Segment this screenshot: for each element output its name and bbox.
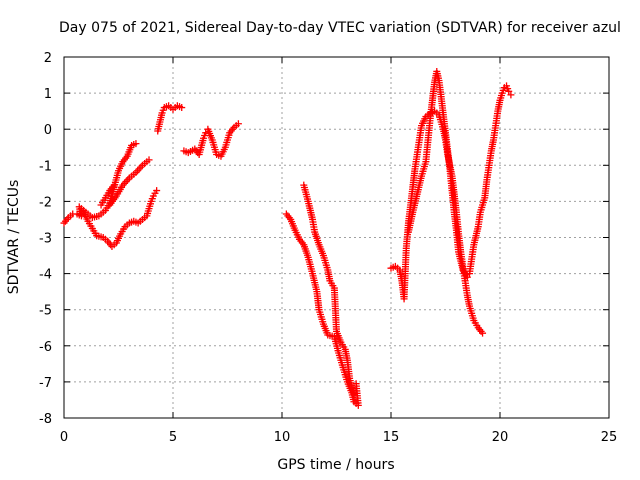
y-tick-label: -1 [39, 159, 52, 174]
x-tick-label: 10 [274, 430, 291, 445]
axis-ticks [63, 56, 610, 419]
data-point [234, 120, 242, 128]
y-tick-label: -8 [39, 412, 52, 427]
series-8 [387, 107, 487, 337]
data-point [132, 140, 140, 148]
series-3 [97, 156, 153, 209]
x-tick-label: 15 [383, 430, 400, 445]
data-point [202, 129, 210, 137]
series-2 [80, 187, 161, 251]
data-point [145, 156, 153, 164]
series-4 [154, 102, 186, 135]
grid [64, 57, 609, 418]
x-tick-labels: 0 5 10 15 20 25 [60, 430, 617, 445]
y-tick-label: 0 [44, 123, 52, 138]
data-point [178, 104, 186, 112]
y-tick-label: 1 [44, 87, 52, 102]
data-points [60, 67, 515, 409]
x-tick-label: 0 [60, 430, 68, 445]
chart-title: Day 075 of 2021, Sidereal Day-to-day VTE… [59, 20, 621, 36]
data-point [507, 91, 515, 99]
data-point [352, 380, 360, 388]
y-tick-label: -3 [39, 232, 52, 247]
y-tick-label: -2 [39, 195, 52, 210]
x-tick-label: 25 [601, 430, 618, 445]
series-7 [300, 181, 358, 399]
y-tick-label: -5 [39, 304, 52, 319]
series-6 [282, 210, 362, 409]
data-point [350, 391, 358, 399]
y-tick-label: -4 [39, 268, 52, 283]
data-point [463, 273, 471, 281]
series-9 [404, 67, 515, 281]
y-tick-labels: 2 1 0 -1 -2 -3 -4 -5 -6 -7 -8 [39, 51, 52, 427]
data-point [153, 187, 161, 195]
x-axis-label: GPS time / hours [277, 457, 394, 473]
y-axis-label: SDTVAR / TECUs [6, 180, 22, 295]
data-point [479, 329, 487, 337]
y-tick-label: -6 [39, 340, 52, 355]
y-tick-label: 2 [44, 51, 52, 66]
series-5 [180, 120, 242, 160]
x-tick-label: 20 [492, 430, 509, 445]
data-point [505, 87, 513, 95]
y-tick-label: -7 [39, 376, 52, 391]
x-tick-label: 5 [169, 430, 177, 445]
